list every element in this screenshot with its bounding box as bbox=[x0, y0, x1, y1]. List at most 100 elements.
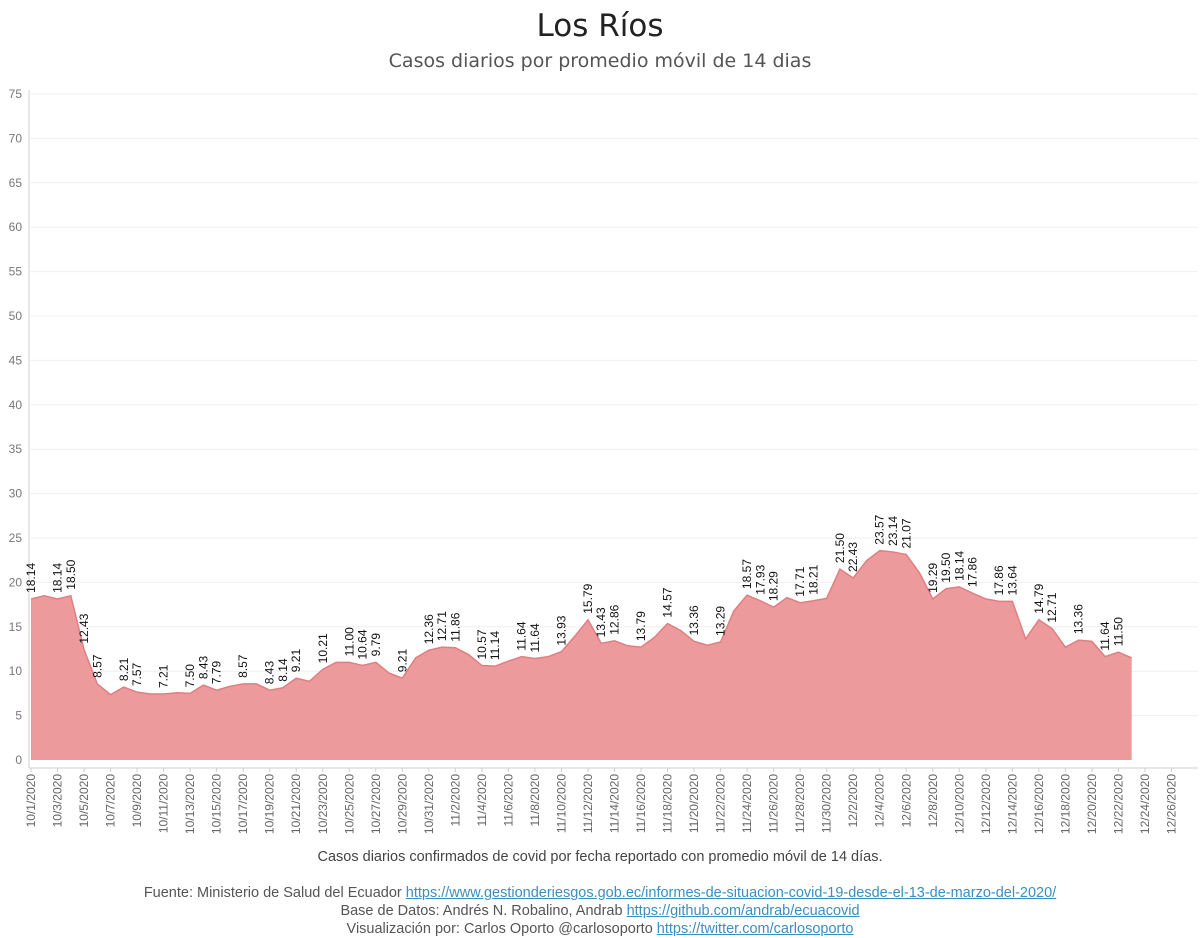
y-tick-label: 50 bbox=[9, 309, 23, 323]
data-label: 13.43 bbox=[594, 607, 608, 637]
data-label: 13.64 bbox=[1005, 565, 1019, 595]
x-tick-label: 12/20/2020 bbox=[1085, 774, 1099, 834]
data-label: 11.64 bbox=[515, 621, 529, 650]
area-chart: 0 5 10 15 20 25 30 35 40 45 50 55 60 65 70 75 10/1/2020 1… bbox=[9, 87, 1198, 834]
data-label: 10.57 bbox=[475, 629, 489, 659]
chart-caption: Casos diarios confirmados de covid por f… bbox=[317, 849, 883, 865]
x-tick-label: 12/2/2020 bbox=[846, 774, 860, 828]
data-label: 7.21 bbox=[157, 664, 171, 688]
x-tick-label: 10/9/2020 bbox=[130, 774, 144, 828]
x-tick-label: 12/24/2020 bbox=[1138, 774, 1152, 834]
data-label: 19.50 bbox=[939, 552, 953, 582]
source-link[interactable]: https://www.gestionderiesgos.gob.ec/info… bbox=[405, 885, 1057, 901]
x-tick-label: 10/29/2020 bbox=[395, 774, 409, 834]
x-tick-label: 11/26/2020 bbox=[767, 774, 781, 833]
data-label: 9.79 bbox=[369, 633, 383, 657]
x-tick-label: 11/30/2020 bbox=[820, 774, 834, 833]
credits: Fuente: Ministerio de Salud del Ecuador … bbox=[0, 884, 1200, 938]
x-tick-label: 12/12/2020 bbox=[979, 774, 993, 834]
data-label: 21.50 bbox=[833, 533, 847, 563]
source-line: Fuente: Ministerio de Salud del Ecuador … bbox=[0, 884, 1200, 902]
data-label: 10.21 bbox=[316, 633, 330, 663]
x-tick-label: 10/15/2020 bbox=[210, 774, 224, 834]
data-label: 15.79 bbox=[581, 583, 595, 613]
data-label: 12.43 bbox=[77, 613, 91, 643]
data-label: 18.14 bbox=[24, 563, 38, 593]
visualization-label: Visualización por: Carlos Oporto @carlos… bbox=[346, 921, 653, 937]
database-link[interactable]: https://github.com/andrab/ecuacovid bbox=[626, 903, 860, 919]
data-label: 8.43 bbox=[196, 655, 210, 679]
visualization-link[interactable]: https://twitter.com/carlosoporto bbox=[656, 921, 854, 937]
y-tick-label: 25 bbox=[9, 531, 23, 545]
data-label: 18.50 bbox=[64, 559, 78, 589]
x-tick-label: 11/22/2020 bbox=[714, 774, 728, 833]
data-label: 8.57 bbox=[236, 654, 250, 678]
data-label: 13.79 bbox=[634, 611, 648, 641]
y-tick-label: 70 bbox=[9, 131, 23, 145]
data-label: 11.86 bbox=[448, 612, 462, 641]
data-label: 18.21 bbox=[806, 564, 820, 594]
y-tick-label: 45 bbox=[9, 353, 23, 367]
data-label: 7.50 bbox=[183, 664, 197, 688]
x-tick-label: 10/17/2020 bbox=[236, 774, 250, 834]
data-label: 18.14 bbox=[952, 550, 966, 580]
x-tick-label: 10/5/2020 bbox=[77, 774, 91, 828]
x-tick-label: 10/13/2020 bbox=[183, 774, 197, 834]
x-tick-label: 10/31/2020 bbox=[422, 774, 436, 834]
visualization-line: Visualización por: Carlos Oporto @carlos… bbox=[0, 920, 1200, 938]
data-label: 21.07 bbox=[899, 518, 913, 548]
y-tick-label: 40 bbox=[9, 398, 23, 412]
x-tick-label: 10/27/2020 bbox=[369, 774, 383, 834]
database-label: Base de Datos: Andrés N. Robalino, Andra… bbox=[340, 903, 623, 919]
data-label: 19.29 bbox=[926, 563, 940, 593]
x-tick-label: 12/16/2020 bbox=[1032, 774, 1046, 834]
x-tick-label: 11/20/2020 bbox=[687, 774, 701, 833]
x-tick-label: 11/6/2020 bbox=[501, 774, 515, 827]
data-label: 12.36 bbox=[422, 614, 436, 644]
x-tick-label: 12/8/2020 bbox=[926, 774, 940, 828]
x-tick-label: 11/12/2020 bbox=[581, 774, 595, 833]
y-tick-label: 5 bbox=[15, 709, 22, 723]
data-label: 8.57 bbox=[90, 654, 104, 678]
y-tick-label: 35 bbox=[9, 442, 23, 456]
x-tick-label: 12/18/2020 bbox=[1058, 774, 1072, 834]
chart-subtitle: Casos diarios por promedio móvil de 14 d… bbox=[388, 50, 812, 72]
x-tick-label: 10/7/2020 bbox=[104, 774, 118, 828]
data-label: 8.21 bbox=[117, 657, 131, 681]
data-label: 13.29 bbox=[714, 606, 728, 636]
data-label: 11.64 bbox=[1098, 621, 1112, 650]
data-label: 13.93 bbox=[554, 615, 568, 645]
y-tick-label: 65 bbox=[9, 176, 23, 190]
x-tick-label: 11/16/2020 bbox=[634, 774, 648, 833]
data-label: 8.14 bbox=[276, 658, 290, 682]
data-label: 18.29 bbox=[767, 571, 781, 601]
data-label: 12.71 bbox=[1045, 592, 1059, 622]
y-tick-label: 55 bbox=[9, 265, 23, 279]
data-label: 17.86 bbox=[966, 557, 980, 587]
data-label: 23.57 bbox=[873, 514, 887, 544]
y-tick-label: 10 bbox=[9, 664, 23, 678]
data-label: 22.43 bbox=[846, 542, 860, 572]
x-tick-label: 10/11/2020 bbox=[157, 774, 171, 833]
x-tick-label: 12/10/2020 bbox=[952, 774, 966, 834]
data-label: 10.64 bbox=[356, 629, 370, 659]
data-label: 7.57 bbox=[130, 662, 144, 686]
x-tick-label: 11/14/2020 bbox=[608, 774, 622, 833]
data-label: 18.14 bbox=[51, 563, 65, 593]
y-tick-label: 75 bbox=[9, 87, 23, 101]
data-label: 14.57 bbox=[661, 587, 675, 617]
data-label: 11.00 bbox=[342, 627, 356, 656]
data-label: 12.86 bbox=[608, 604, 622, 634]
database-line: Base de Datos: Andrés N. Robalino, Andra… bbox=[0, 902, 1200, 920]
x-tick-label: 12/14/2020 bbox=[1005, 774, 1019, 834]
x-tick-label: 11/10/2020 bbox=[554, 774, 568, 833]
x-tick-label: 11/8/2020 bbox=[528, 774, 542, 827]
data-label: 7.79 bbox=[210, 661, 224, 685]
x-tick-label: 10/21/2020 bbox=[289, 774, 303, 834]
area-fill bbox=[31, 550, 1132, 760]
x-tick-label: 10/23/2020 bbox=[316, 774, 330, 834]
data-label: 11.64 bbox=[528, 623, 542, 652]
data-label: 17.86 bbox=[992, 565, 1006, 595]
data-label: 23.14 bbox=[886, 516, 900, 546]
x-tick-label: 12/26/2020 bbox=[1164, 774, 1178, 834]
